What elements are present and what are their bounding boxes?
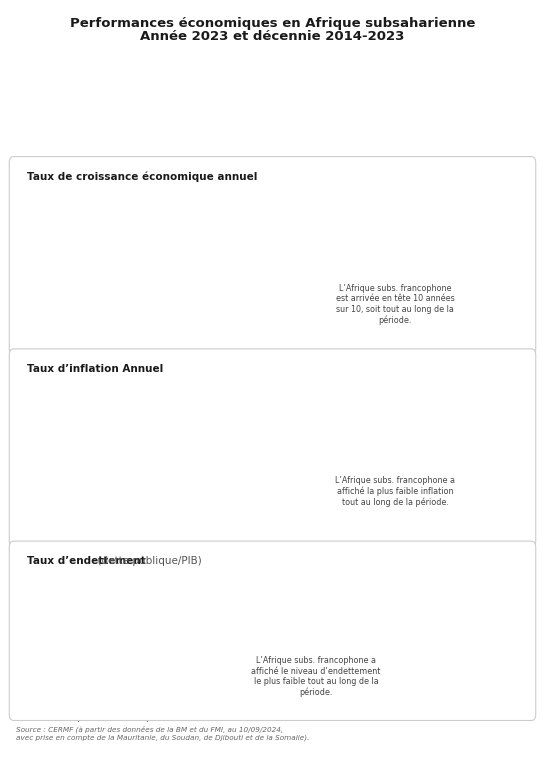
Text: Afrique subs.
non francophone: Afrique subs. non francophone [105, 702, 171, 722]
Text: 17,2%: 17,2% [276, 459, 310, 469]
Text: 51,3%: 51,3% [60, 621, 94, 631]
Bar [121, 264, 154, 323]
Bar [61, 497, 94, 515]
Title: Année 2023: Année 2023 [75, 565, 140, 575]
Title: Année 2023: Année 2023 [75, 184, 140, 194]
Text: 2,0%: 2,0% [280, 260, 307, 270]
Text: Source : CERMF (à partir des données de la BM et du FMI, au 10/09/2024,
avec pri: Source : CERMF (à partir des données de … [16, 726, 310, 741]
Text: Afrique subs.
francophone: Afrique subs. francophone [52, 335, 102, 355]
Text: L’Afrique subs. francophone a
affiché la plus faible inflation
tout au long de l: L’Afrique subs. francophone a affiché la… [335, 476, 455, 507]
Text: Afrique subs.
non francophone: Afrique subs. non francophone [261, 527, 326, 547]
Text: 3,9%: 3,9% [219, 212, 246, 222]
Title: Décennie 2014-2023: Décennie 2014-2023 [207, 184, 319, 194]
Text: L’Afrique subs. francophone a
affiché le niveau d’endettement
le plus faible tou: L’Afrique subs. francophone a affiché le… [251, 657, 381, 697]
Ellipse shape [368, 204, 422, 277]
Bar [312, 578, 320, 592]
Text: Afrique subs.
francophone: Afrique subs. francophone [52, 527, 102, 547]
Text: Afrique subs.
non francophone: Afrique subs. non francophone [105, 527, 171, 547]
Text: 67,1%: 67,1% [121, 603, 155, 613]
Text: L’Afrique subs. francophone
est arrivée en tête 10 années
sur 10, soit tout au l: L’Afrique subs. francophone est arrivée … [336, 283, 455, 325]
Text: 4,8%: 4,8% [64, 189, 91, 199]
Bar [391, 397, 399, 410]
Text: (dette publique/PIB): (dette publique/PIB) [91, 556, 202, 566]
Bar [61, 201, 94, 323]
Text: 10/10: 10/10 [373, 236, 417, 249]
Text: 2,3%: 2,3% [124, 252, 152, 262]
Bar [216, 224, 250, 323]
Text: Taux d’endettement: Taux d’endettement [27, 556, 153, 566]
Text: Afrique subs.
francophone: Afrique subs. francophone [208, 335, 258, 355]
Text: Taux de croissance économique annuel: Taux de croissance économique annuel [27, 172, 258, 182]
Text: 7,2%: 7,2% [64, 485, 91, 495]
Text: Afrique subs.
francophone: Afrique subs. francophone [208, 527, 258, 547]
Text: Performances économiques en Afrique subsaharienne: Performances économiques en Afrique subs… [70, 17, 475, 30]
Ellipse shape [289, 578, 343, 650]
Text: Taux d’inflation Annuel: Taux d’inflation Annuel [27, 364, 164, 374]
Bar [61, 632, 94, 691]
Text: Afrique subs.
francophone: Afrique subs. francophone [52, 702, 102, 722]
Bar [216, 505, 250, 515]
Text: Année 2023 et décennie 2014-2023: Année 2023 et décennie 2014-2023 [140, 30, 405, 43]
Ellipse shape [368, 397, 422, 470]
Text: Afrique subs.
non francophone: Afrique subs. non francophone [105, 335, 171, 355]
Bar [121, 436, 154, 515]
Title: Décennie 2014-2023: Décennie 2014-2023 [207, 376, 319, 386]
Text: 31,2%: 31,2% [121, 424, 155, 434]
Text: 4,1%: 4,1% [219, 492, 246, 502]
Bar [276, 272, 310, 323]
Bar [276, 471, 310, 515]
Title: Année 2023: Année 2023 [75, 376, 140, 386]
Text: Afrique subs.
non francophone: Afrique subs. non francophone [261, 335, 326, 355]
Text: 10/10: 10/10 [373, 428, 417, 442]
Bar [391, 204, 399, 218]
Text: 10/10: 10/10 [294, 609, 338, 622]
Bar [121, 615, 154, 691]
